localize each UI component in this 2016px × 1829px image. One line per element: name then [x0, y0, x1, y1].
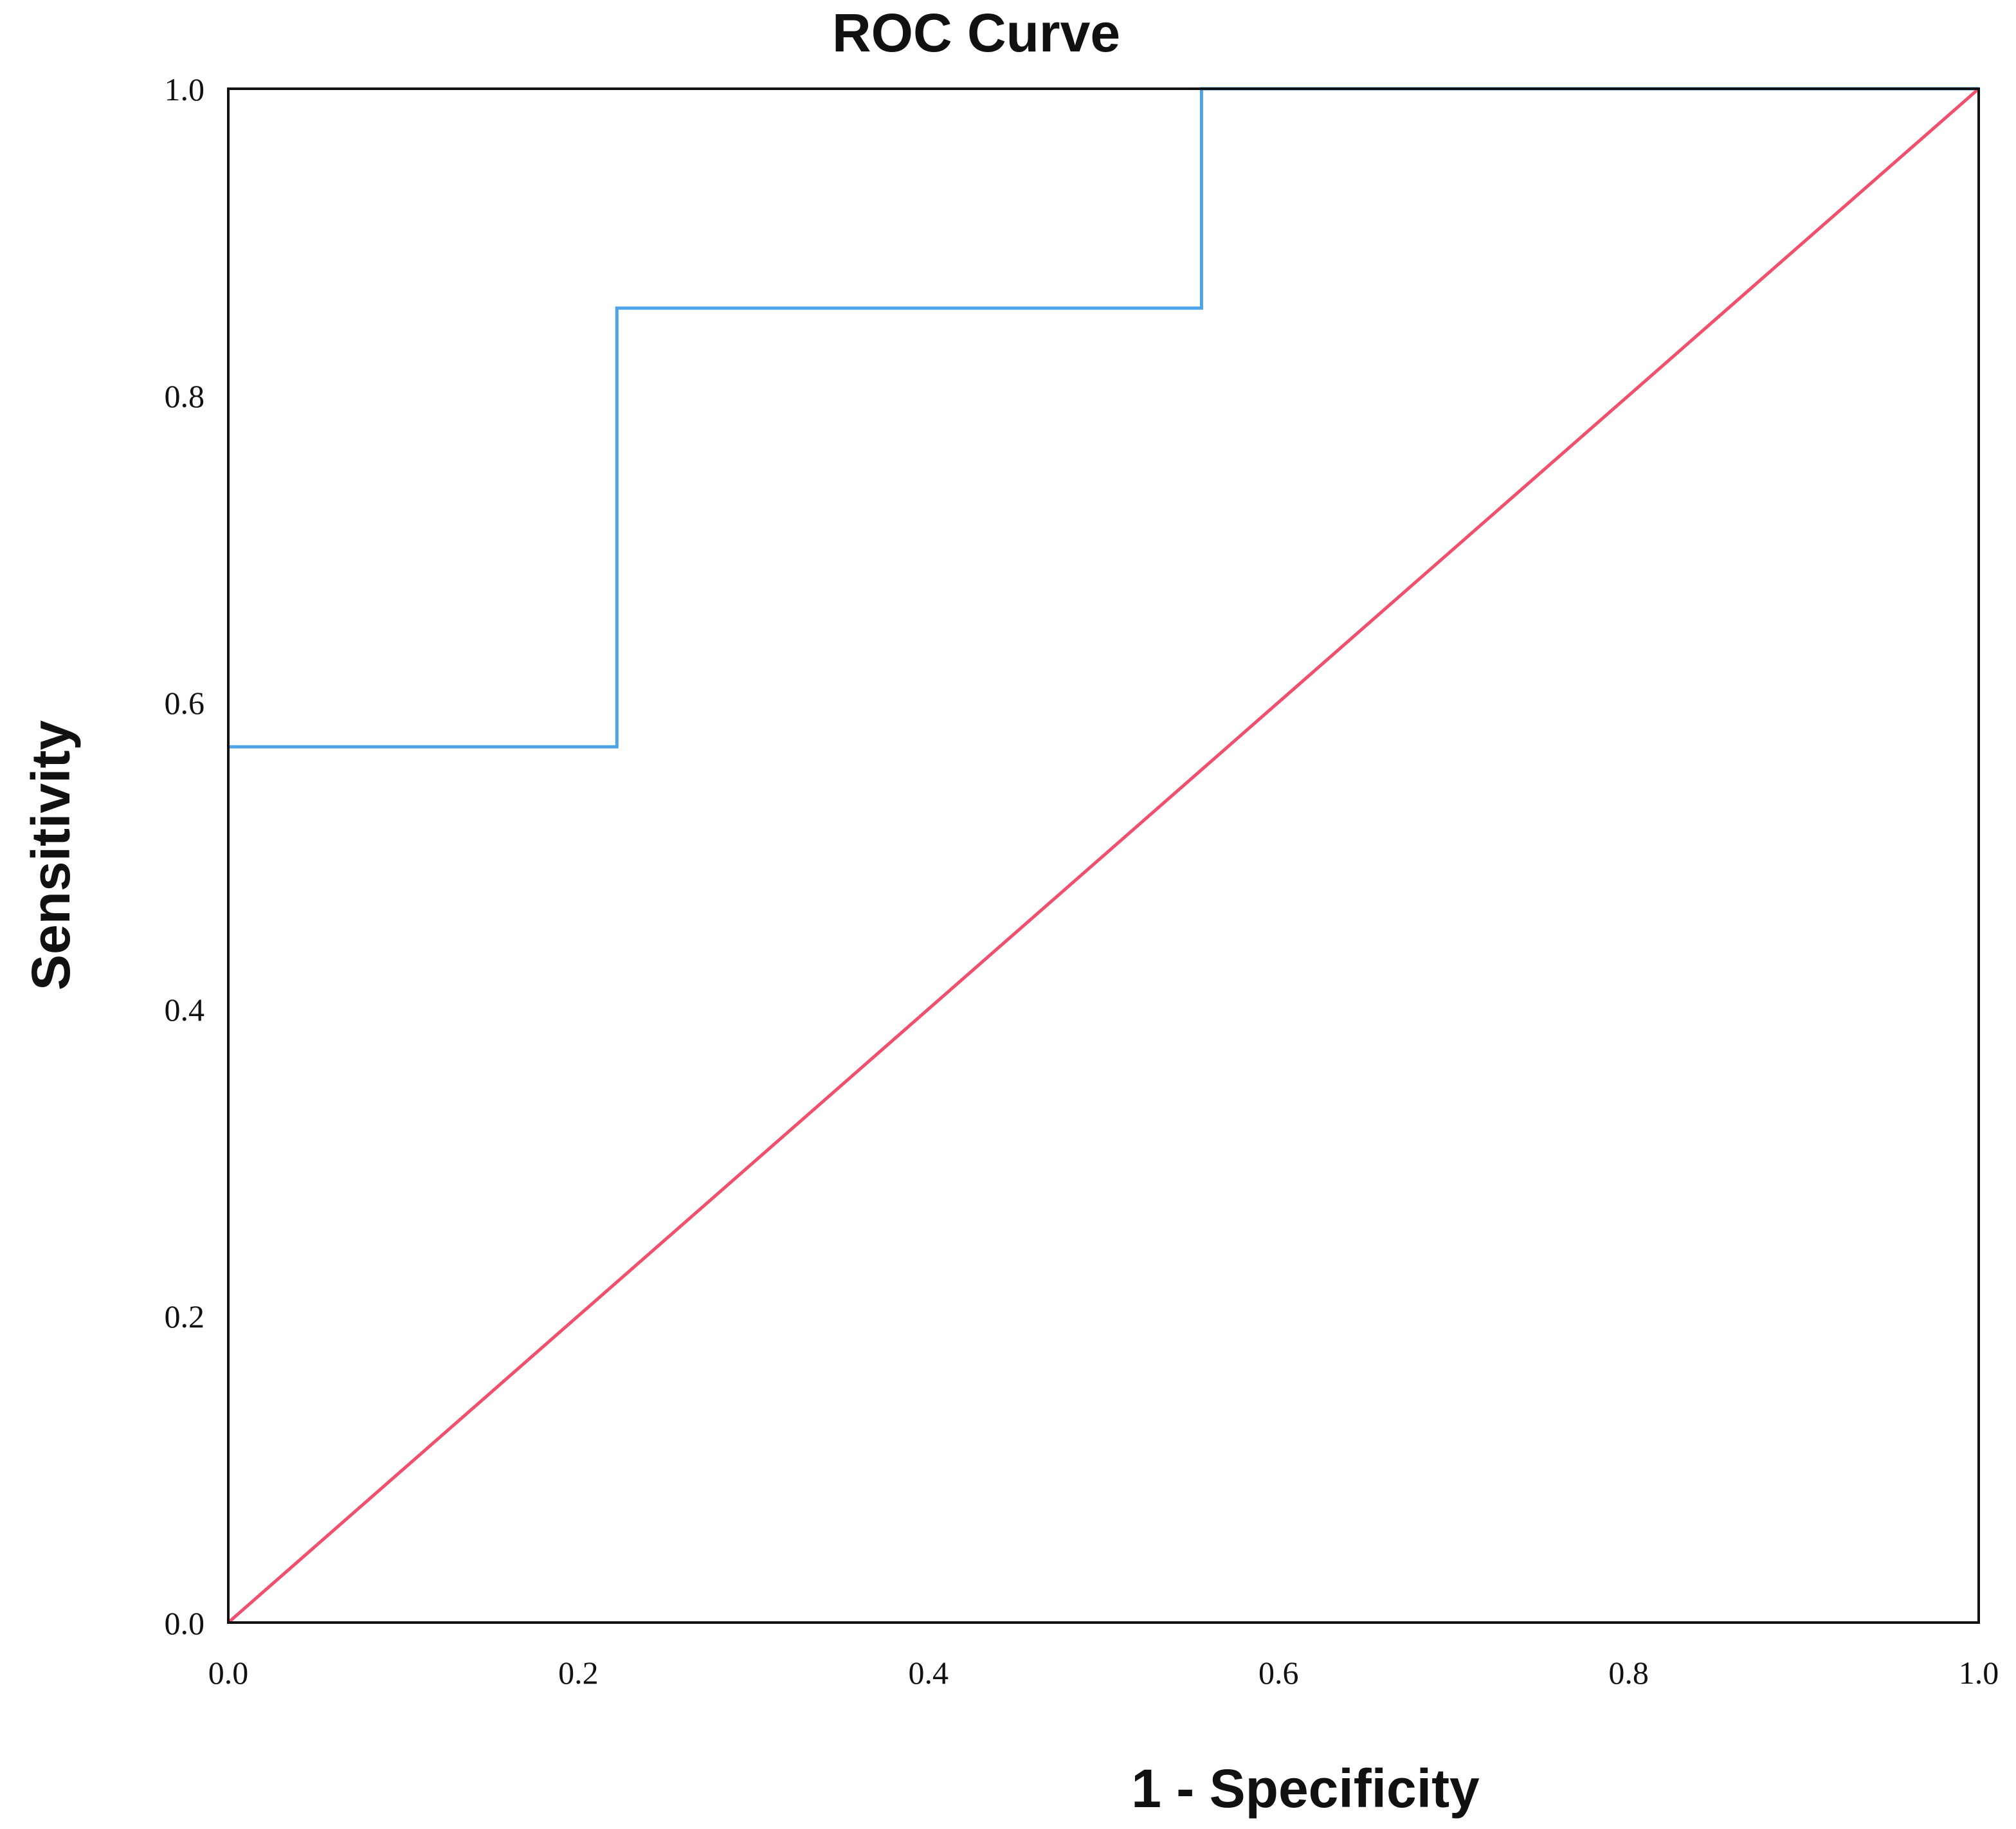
plot-frame	[227, 87, 1980, 1624]
y-tick-label: 0.4	[165, 992, 205, 1028]
y-tick-label: 0.6	[165, 685, 205, 721]
y-tick-label: 0.2	[165, 1298, 205, 1334]
x-tick-label: 0.8	[1608, 1655, 1649, 1691]
y-tick-label: 0.8	[165, 378, 205, 414]
x-tick-label: 0.6	[1258, 1655, 1299, 1691]
chart-title: ROC Curve	[832, 3, 1120, 63]
y-tick-label: 1.0	[165, 71, 205, 107]
x-tick-label: 0.0	[208, 1655, 249, 1691]
reference-diagonal-line	[227, 87, 1980, 1624]
x-tick-label: 0.4	[909, 1655, 949, 1691]
y-tick-label: 0.0	[165, 1605, 205, 1641]
x-tick-label: 0.2	[558, 1655, 599, 1691]
x-axis-label: 1 - Specificity	[1131, 1758, 1480, 1819]
tick-layer: 0.0 0.2 0.4 0.6 0.8 1.0 0.0 0.2 0.4 0.6 0.8 1.0	[165, 71, 1999, 1691]
y-axis-label: Sensitivity	[21, 720, 81, 990]
x-tick-label: 1.0	[1959, 1655, 1999, 1691]
